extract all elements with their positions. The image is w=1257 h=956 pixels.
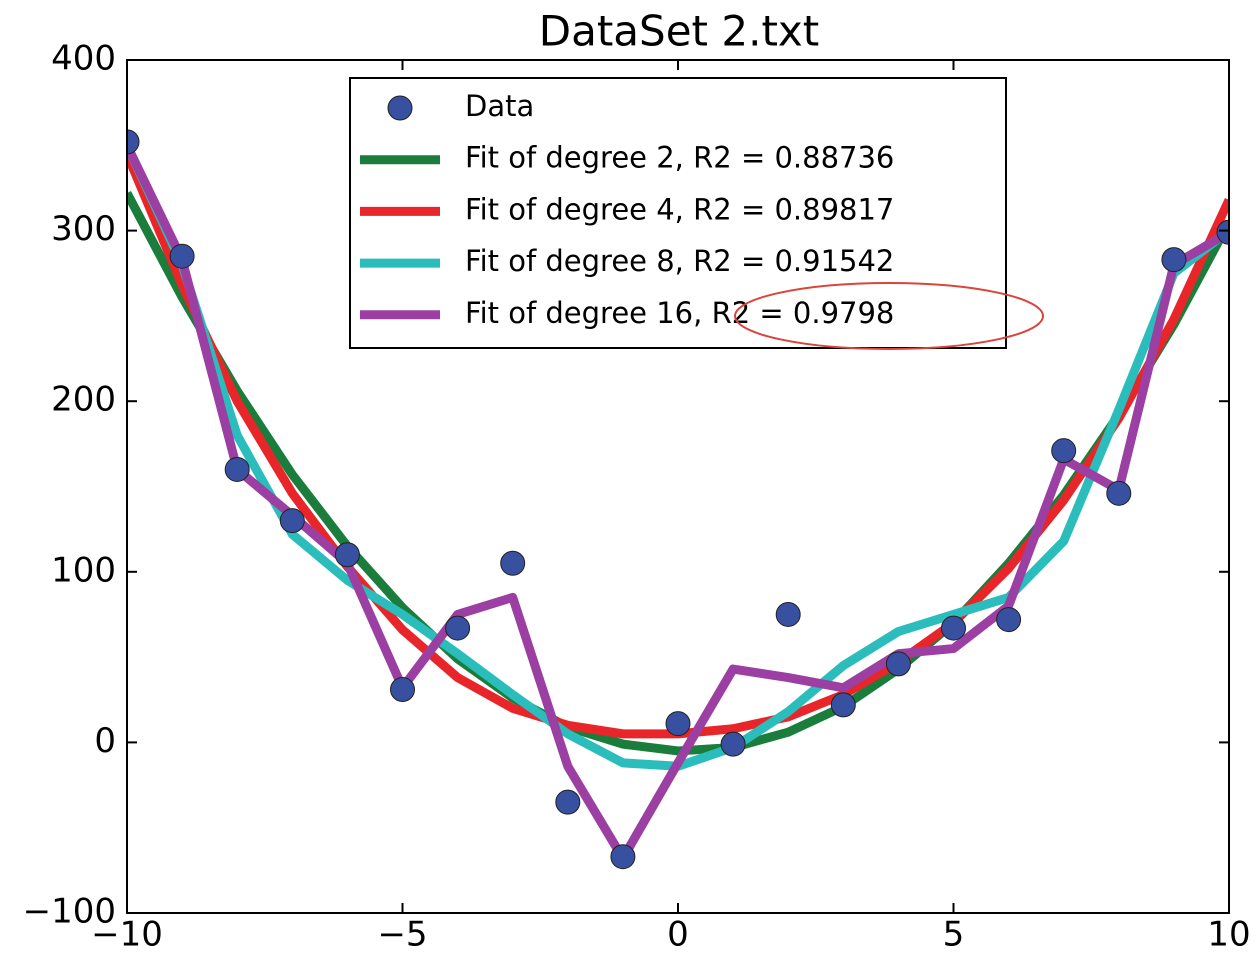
x-tick-label: −5 xyxy=(377,915,427,955)
data-point xyxy=(885,651,911,677)
x-tick-label: −10 xyxy=(91,915,163,955)
y-tick-label: 100 xyxy=(51,550,116,590)
x-tick-label: 10 xyxy=(1207,915,1250,955)
chart-title: DataSet 2.txt xyxy=(539,7,819,56)
data-point xyxy=(996,607,1022,633)
legend-box xyxy=(349,77,1007,349)
legend-label: Fit of degree 4, R2 = 0.89817 xyxy=(465,192,894,226)
data-point xyxy=(941,615,966,641)
y-tick-label: −100 xyxy=(23,892,116,932)
data-point xyxy=(1106,480,1132,506)
legend-label: Fit of degree 8, R2 = 0.91542 xyxy=(465,244,894,278)
data-point xyxy=(127,129,140,155)
legend: Data Fit of degree 2, R2 = 0.88736 Fit of … xyxy=(349,77,1007,349)
data-point xyxy=(555,789,581,815)
data-point xyxy=(1216,219,1229,245)
data-point xyxy=(775,601,801,627)
legend-label: Fit of degree 16, R2 = 0.9798 xyxy=(465,296,894,330)
y-tick-label: 400 xyxy=(51,39,116,79)
legend-label: Data xyxy=(465,89,534,123)
data-point xyxy=(224,456,250,482)
data-point xyxy=(279,508,305,534)
data-point xyxy=(665,711,691,737)
data-point xyxy=(445,615,471,641)
y-tick-label: 0 xyxy=(94,721,116,761)
legend-marker xyxy=(387,95,413,121)
legend-label: Fit of degree 2, R2 = 0.88736 xyxy=(465,141,894,175)
data-point xyxy=(169,243,195,269)
highlight-ellipse xyxy=(734,282,1044,350)
fit-line xyxy=(127,143,1229,863)
data-point xyxy=(830,692,856,718)
plot-area xyxy=(127,129,1229,870)
y-tick-label: 200 xyxy=(51,380,116,420)
y-tick-label: 300 xyxy=(51,209,116,249)
data-point xyxy=(1051,438,1077,464)
data-point xyxy=(390,677,415,703)
data-point xyxy=(334,542,360,568)
x-tick-label: 5 xyxy=(943,915,965,955)
data-point xyxy=(720,731,746,757)
x-tick-label: 0 xyxy=(667,915,689,955)
data-point xyxy=(610,844,636,870)
data-point xyxy=(1161,247,1187,273)
data-point xyxy=(500,550,526,576)
